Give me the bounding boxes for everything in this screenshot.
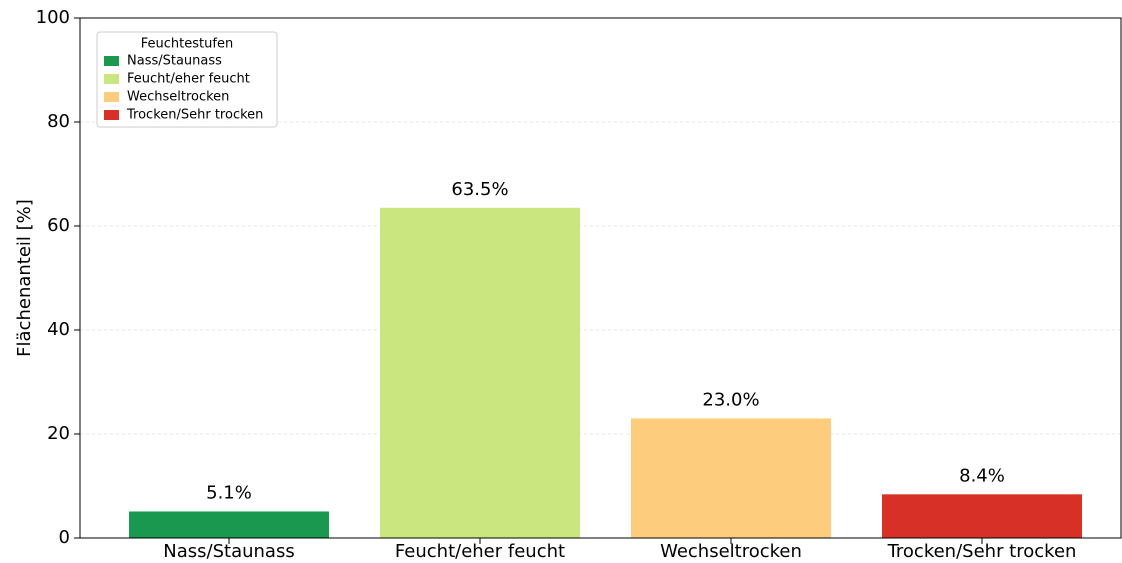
value-label: 8.4% (959, 465, 1005, 486)
y-tick-label: 0 (59, 527, 70, 548)
legend-label: Feucht/eher feucht (127, 72, 250, 87)
legend-label: Nass/Staunass (127, 54, 222, 69)
plot-frame (79, 17, 1122, 539)
bar (380, 207, 580, 539)
value-label: 23.0% (702, 389, 759, 410)
y-tick-label: 100 (36, 7, 70, 28)
y-tick-label: 20 (47, 423, 70, 444)
value-label: 5.1% (206, 482, 252, 503)
x-tick-label: Feucht/eher feucht (395, 541, 565, 562)
legend-box (96, 31, 278, 128)
legend-label: Trocken/Sehr trocken (126, 108, 263, 123)
y-tick-label: 40 (47, 319, 70, 340)
x-tick-label: Nass/Staunass (163, 541, 294, 562)
legend-label: Wechseltrocken (127, 90, 229, 105)
bar (129, 511, 329, 538)
bar (631, 418, 831, 538)
legend-title: Feuchtestufen (141, 37, 233, 52)
bar (882, 494, 1082, 538)
legend-swatch (104, 92, 119, 102)
x-tick-label: Trocken/Sehr trocken (887, 541, 1077, 562)
x-tick-label: Wechseltrocken (660, 541, 802, 562)
legend-swatch (104, 56, 119, 66)
legend-swatch (104, 74, 119, 84)
value-label: 63.5% (451, 179, 508, 200)
legend-swatch (104, 110, 119, 120)
y-tick-label: 80 (47, 111, 70, 132)
y-tick-label: 60 (47, 215, 70, 236)
y-axis-label: Flächenanteil [%] (14, 199, 35, 357)
